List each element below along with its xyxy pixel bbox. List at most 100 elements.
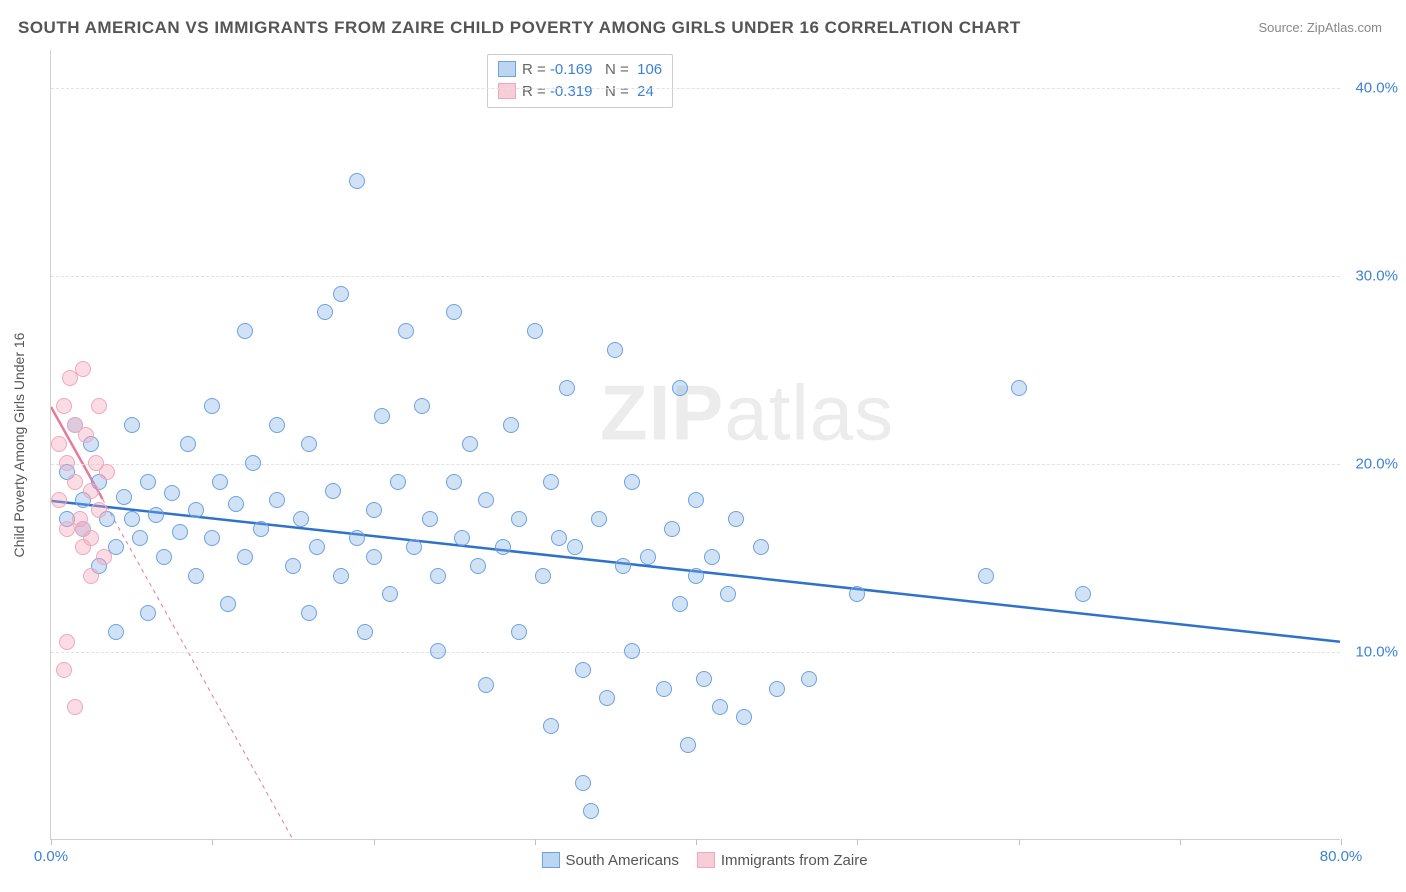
legend-swatch: [541, 852, 559, 868]
data-point: [357, 624, 373, 640]
data-point: [978, 568, 994, 584]
x-tick: [212, 839, 213, 845]
series-legend: South AmericansImmigrants from Zaire: [523, 852, 867, 869]
x-tick: [51, 839, 52, 845]
data-point: [245, 455, 261, 471]
data-point: [188, 568, 204, 584]
data-point: [78, 427, 94, 443]
data-point: [325, 483, 341, 499]
legend-series-label: South Americans: [565, 852, 678, 869]
data-point: [333, 286, 349, 302]
data-point: [527, 323, 543, 339]
data-point: [591, 511, 607, 527]
x-tick: [696, 839, 697, 845]
data-point: [462, 436, 478, 452]
data-point: [575, 662, 591, 678]
trend-lines-layer: [51, 50, 1340, 839]
data-point: [253, 521, 269, 537]
legend-r-label: R =: [522, 83, 550, 100]
data-point: [535, 568, 551, 584]
data-point: [374, 408, 390, 424]
data-point: [99, 464, 115, 480]
data-point: [696, 671, 712, 687]
data-point: [801, 671, 817, 687]
y-tick-label: 40.0%: [1355, 79, 1398, 96]
data-point: [180, 436, 196, 452]
legend-row: R = -0.319 N = 24: [498, 81, 662, 103]
legend-n-value: 106: [633, 61, 662, 78]
data-point: [495, 539, 511, 555]
gridline: [51, 652, 1340, 653]
data-point: [75, 521, 91, 537]
data-point: [414, 398, 430, 414]
legend-r-value: -0.169: [550, 61, 593, 78]
data-point: [204, 530, 220, 546]
data-point: [1075, 586, 1091, 602]
data-point: [56, 662, 72, 678]
data-point: [736, 709, 752, 725]
data-point: [672, 380, 688, 396]
data-point: [511, 624, 527, 640]
chart-title: SOUTH AMERICAN VS IMMIGRANTS FROM ZAIRE …: [18, 18, 1021, 38]
data-point: [454, 530, 470, 546]
data-point: [688, 568, 704, 584]
data-point: [366, 549, 382, 565]
data-point: [204, 398, 220, 414]
trend-line-extension: [103, 499, 293, 839]
correlation-legend: R = -0.169 N = 106R = -0.319 N = 24: [487, 54, 673, 108]
legend-swatch: [498, 83, 516, 99]
data-point: [51, 436, 67, 452]
legend-n-value: 24: [633, 83, 654, 100]
legend-r-label: R =: [522, 61, 550, 78]
data-point: [91, 502, 107, 518]
data-point: [164, 485, 180, 501]
data-point: [51, 492, 67, 508]
data-point: [640, 549, 656, 565]
data-point: [156, 549, 172, 565]
data-point: [301, 436, 317, 452]
data-point: [615, 558, 631, 574]
gridline: [51, 276, 1340, 277]
data-point: [220, 596, 236, 612]
data-point: [720, 586, 736, 602]
data-point: [446, 474, 462, 490]
data-point: [599, 690, 615, 706]
data-point: [470, 558, 486, 574]
data-point: [75, 361, 91, 377]
data-point: [478, 492, 494, 508]
data-point: [108, 624, 124, 640]
data-point: [430, 568, 446, 584]
legend-swatch: [697, 852, 715, 868]
data-point: [172, 524, 188, 540]
data-point: [656, 681, 672, 697]
data-point: [551, 530, 567, 546]
data-point: [309, 539, 325, 555]
data-point: [398, 323, 414, 339]
data-point: [583, 803, 599, 819]
data-point: [317, 304, 333, 320]
data-point: [301, 605, 317, 621]
watermark-bold: ZIP: [600, 368, 724, 456]
data-point: [688, 492, 704, 508]
plot-area: Child Poverty Among Girls Under 16 ZIPat…: [50, 50, 1340, 840]
data-point: [269, 417, 285, 433]
data-point: [140, 605, 156, 621]
x-tick: [1341, 839, 1342, 845]
source-attribution: Source: ZipAtlas.com: [1258, 20, 1382, 35]
watermark: ZIPatlas: [600, 367, 894, 458]
data-point: [132, 530, 148, 546]
data-point: [430, 643, 446, 659]
x-tick: [1019, 839, 1020, 845]
data-point: [366, 502, 382, 518]
legend-swatch: [498, 61, 516, 77]
data-point: [607, 342, 623, 358]
data-point: [543, 474, 559, 490]
y-axis-label: Child Poverty Among Girls Under 16: [11, 332, 27, 557]
data-point: [511, 511, 527, 527]
data-point: [849, 586, 865, 602]
data-point: [56, 398, 72, 414]
data-point: [96, 549, 112, 565]
data-point: [293, 511, 309, 527]
data-point: [382, 586, 398, 602]
data-point: [333, 568, 349, 584]
